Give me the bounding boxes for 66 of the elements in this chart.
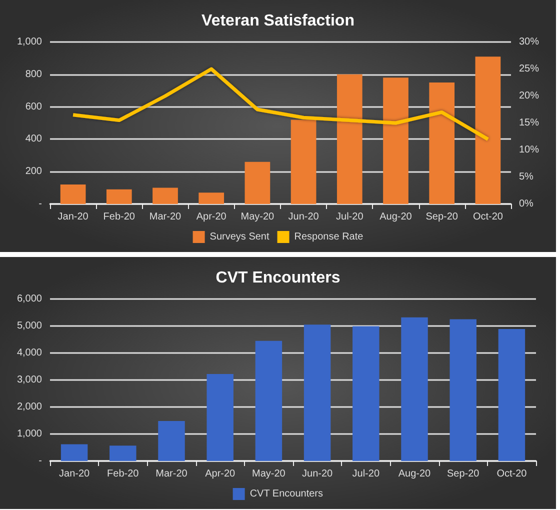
bar [60,444,88,461]
x-tick-label: Apr-20 [205,468,236,480]
y-tick-label: 800 [25,68,42,80]
x-tick-label: Jun-20 [288,212,320,222]
y2-tick-label: 20% [519,90,540,102]
chart-title: Veteran Satisfaction [202,12,354,30]
y-tick-label: - [38,198,42,210]
y2-tick-label: 10% [519,144,540,156]
x-tick-label: Feb-20 [103,212,136,222]
y2-tick-label: 0% [519,198,534,210]
bar [244,162,270,204]
y-tick-label: - [38,456,42,466]
y-tick-label: 5,000 [16,320,42,332]
bar [152,188,178,204]
y-tick-label: 1,000 [16,36,42,48]
x-tick-label: Jan-20 [59,468,90,480]
x-tick-label: Jul-20 [336,212,364,222]
y-tick-label: 600 [25,101,42,112]
x-tick-label: Mar-20 [149,212,182,222]
y-tick-label: 3,000 [16,374,42,386]
x-tick-label: Sep-20 [446,468,480,480]
y2-tick-label: 15% [519,118,540,128]
bar [352,326,380,461]
x-tick-label: Feb-20 [107,468,140,480]
bar [106,189,132,204]
bar [383,78,408,204]
bar [255,340,282,461]
bar [198,192,224,204]
bar [336,74,362,204]
x-tick-label: May-20 [240,212,275,222]
x-tick-label: Sep-20 [426,212,458,222]
x-tick-label: Mar-20 [156,468,188,480]
legend-label: Response Rate [294,232,364,242]
y-tick-label: 6,000 [16,294,42,304]
y2-tick-label: 25% [519,64,540,74]
x-tick-label: Jan-20 [58,212,89,222]
bar [429,82,455,204]
y2-tick-label: 5% [519,172,534,182]
legend-label: Surveys Sent [210,232,270,242]
bar [60,184,86,204]
bar [401,317,428,461]
y-tick-label: 2,000 [16,402,42,412]
bar [498,328,526,461]
chart-title: CVT Encounters [216,270,340,286]
legend-label: CVT Encounters [250,488,324,500]
bar [290,120,316,204]
x-tick-label: Oct-20 [472,212,504,222]
y-tick-label: 1,000 [16,428,42,440]
bar [110,446,136,461]
x-tick-label: Aug-20 [398,468,432,480]
y2-tick-label: 30% [519,36,540,48]
y-tick-label: 4,000 [16,348,42,358]
bar [450,319,476,461]
x-tick-label: May-20 [252,468,286,480]
x-tick-label: Aug-20 [380,212,412,222]
line-series [71,67,490,141]
x-tick-label: Apr-20 [196,212,227,222]
x-tick-label: Oct-20 [496,468,528,480]
y-tick-label: 200 [25,166,42,178]
bar [158,421,185,461]
bar [475,56,501,204]
y-tick-label: 400 [25,134,42,145]
bar [206,374,234,461]
bar [304,324,331,461]
x-tick-label: Jun-20 [302,468,334,480]
x-tick-label: Jul-20 [352,468,380,480]
